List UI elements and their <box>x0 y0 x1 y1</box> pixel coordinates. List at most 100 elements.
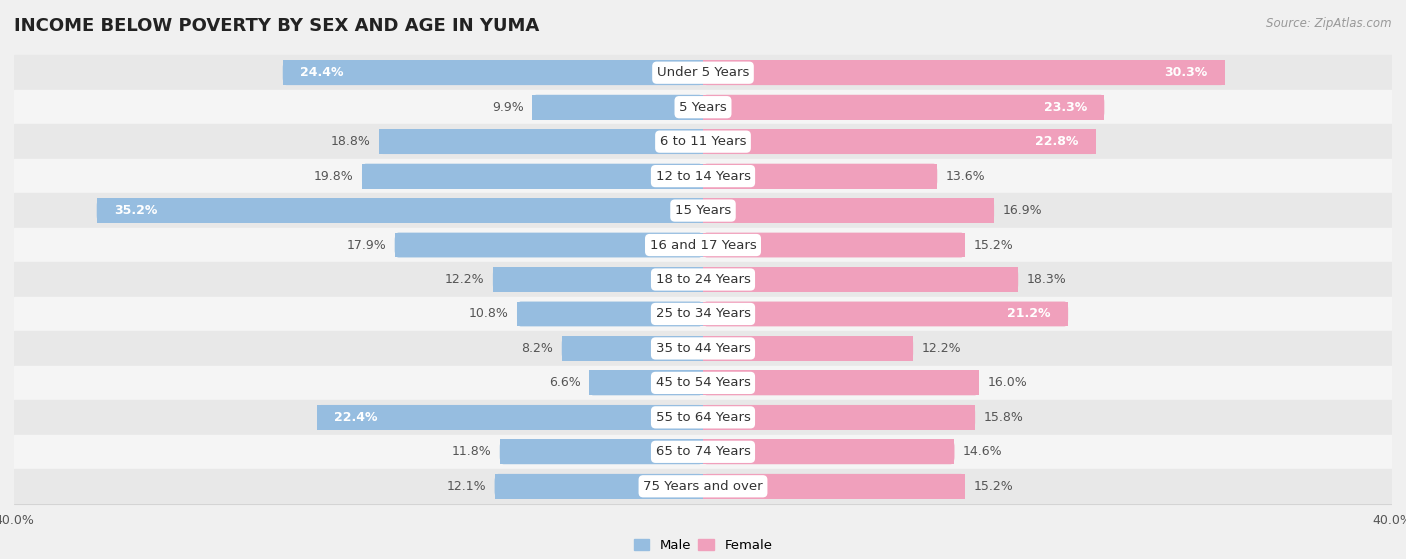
Text: 12.2%: 12.2% <box>922 342 962 355</box>
Text: 45 to 54 Years: 45 to 54 Years <box>655 376 751 390</box>
Bar <box>14 90 1392 125</box>
FancyBboxPatch shape <box>703 405 976 430</box>
Text: 15 Years: 15 Years <box>675 204 731 217</box>
FancyBboxPatch shape <box>380 129 703 154</box>
FancyBboxPatch shape <box>533 95 703 120</box>
Bar <box>14 159 1392 193</box>
Text: Under 5 Years: Under 5 Years <box>657 66 749 79</box>
Bar <box>703 198 994 223</box>
Bar <box>703 439 955 464</box>
Bar <box>283 60 703 85</box>
FancyBboxPatch shape <box>703 267 1018 292</box>
FancyBboxPatch shape <box>283 60 703 85</box>
Legend: Male, Female: Male, Female <box>628 533 778 557</box>
Text: 55 to 64 Years: 55 to 64 Years <box>655 411 751 424</box>
Bar <box>395 233 703 258</box>
Bar <box>14 125 1392 159</box>
Text: 18 to 24 Years: 18 to 24 Years <box>655 273 751 286</box>
FancyBboxPatch shape <box>703 60 1225 85</box>
Bar <box>589 371 703 395</box>
Bar <box>562 336 703 361</box>
Text: 21.2%: 21.2% <box>1008 307 1050 320</box>
Text: 35 to 44 Years: 35 to 44 Years <box>655 342 751 355</box>
Bar <box>14 366 1392 400</box>
FancyBboxPatch shape <box>495 474 703 499</box>
FancyBboxPatch shape <box>703 336 912 361</box>
Bar <box>495 474 703 499</box>
Bar <box>380 129 703 154</box>
FancyBboxPatch shape <box>589 371 703 395</box>
Text: 16.9%: 16.9% <box>1002 204 1042 217</box>
FancyBboxPatch shape <box>703 95 1104 120</box>
Bar <box>703 336 912 361</box>
Bar <box>14 55 1392 90</box>
FancyBboxPatch shape <box>703 371 979 395</box>
Bar <box>703 474 965 499</box>
Text: 22.4%: 22.4% <box>335 411 378 424</box>
Text: 23.3%: 23.3% <box>1043 101 1087 113</box>
Bar <box>703 405 976 430</box>
Bar <box>14 297 1392 331</box>
Text: 13.6%: 13.6% <box>946 169 986 183</box>
Bar <box>14 434 1392 469</box>
FancyBboxPatch shape <box>97 198 703 223</box>
Bar <box>703 233 965 258</box>
Bar <box>380 129 703 154</box>
Text: 22.8%: 22.8% <box>1035 135 1078 148</box>
Bar <box>494 267 703 292</box>
Text: 19.8%: 19.8% <box>314 169 353 183</box>
Bar <box>494 267 703 292</box>
Text: 11.8%: 11.8% <box>451 446 491 458</box>
Bar <box>14 469 1392 504</box>
Bar <box>703 267 1018 292</box>
Bar <box>361 164 703 188</box>
Bar <box>517 301 703 326</box>
Bar <box>395 233 703 258</box>
Text: 65 to 74 Years: 65 to 74 Years <box>655 446 751 458</box>
Bar <box>283 60 703 85</box>
Text: 6.6%: 6.6% <box>548 376 581 390</box>
Bar <box>589 371 703 395</box>
Text: 16 and 17 Years: 16 and 17 Years <box>650 239 756 252</box>
Bar <box>703 129 1095 154</box>
Bar <box>703 95 1104 120</box>
Bar <box>495 474 703 499</box>
Bar <box>499 439 703 464</box>
Text: Source: ZipAtlas.com: Source: ZipAtlas.com <box>1267 17 1392 30</box>
FancyBboxPatch shape <box>517 301 703 326</box>
FancyBboxPatch shape <box>703 198 994 223</box>
FancyBboxPatch shape <box>703 301 1069 326</box>
FancyBboxPatch shape <box>499 439 703 464</box>
FancyBboxPatch shape <box>703 439 955 464</box>
Text: 25 to 34 Years: 25 to 34 Years <box>655 307 751 320</box>
Bar <box>703 164 938 188</box>
Text: 14.6%: 14.6% <box>963 446 1002 458</box>
Bar <box>318 405 703 430</box>
FancyBboxPatch shape <box>494 267 703 292</box>
Bar <box>703 371 979 395</box>
FancyBboxPatch shape <box>562 336 703 361</box>
Text: 16.0%: 16.0% <box>987 376 1026 390</box>
Bar <box>517 301 703 326</box>
Bar <box>533 95 703 120</box>
Bar <box>14 262 1392 297</box>
Bar <box>703 60 1225 85</box>
Text: 10.8%: 10.8% <box>468 307 509 320</box>
Text: 30.3%: 30.3% <box>1164 66 1208 79</box>
Text: 12.2%: 12.2% <box>444 273 484 286</box>
Bar <box>14 193 1392 228</box>
Bar <box>361 164 703 188</box>
Text: 17.9%: 17.9% <box>346 239 387 252</box>
Bar <box>97 198 703 223</box>
Text: INCOME BELOW POVERTY BY SEX AND AGE IN YUMA: INCOME BELOW POVERTY BY SEX AND AGE IN Y… <box>14 17 540 35</box>
Bar <box>97 198 703 223</box>
FancyBboxPatch shape <box>395 233 703 258</box>
Text: 9.9%: 9.9% <box>492 101 524 113</box>
FancyBboxPatch shape <box>703 474 965 499</box>
Text: 8.2%: 8.2% <box>522 342 553 355</box>
Text: 12 to 14 Years: 12 to 14 Years <box>655 169 751 183</box>
Text: 15.2%: 15.2% <box>973 239 1014 252</box>
FancyBboxPatch shape <box>703 233 965 258</box>
Text: 18.8%: 18.8% <box>330 135 371 148</box>
Bar <box>562 336 703 361</box>
